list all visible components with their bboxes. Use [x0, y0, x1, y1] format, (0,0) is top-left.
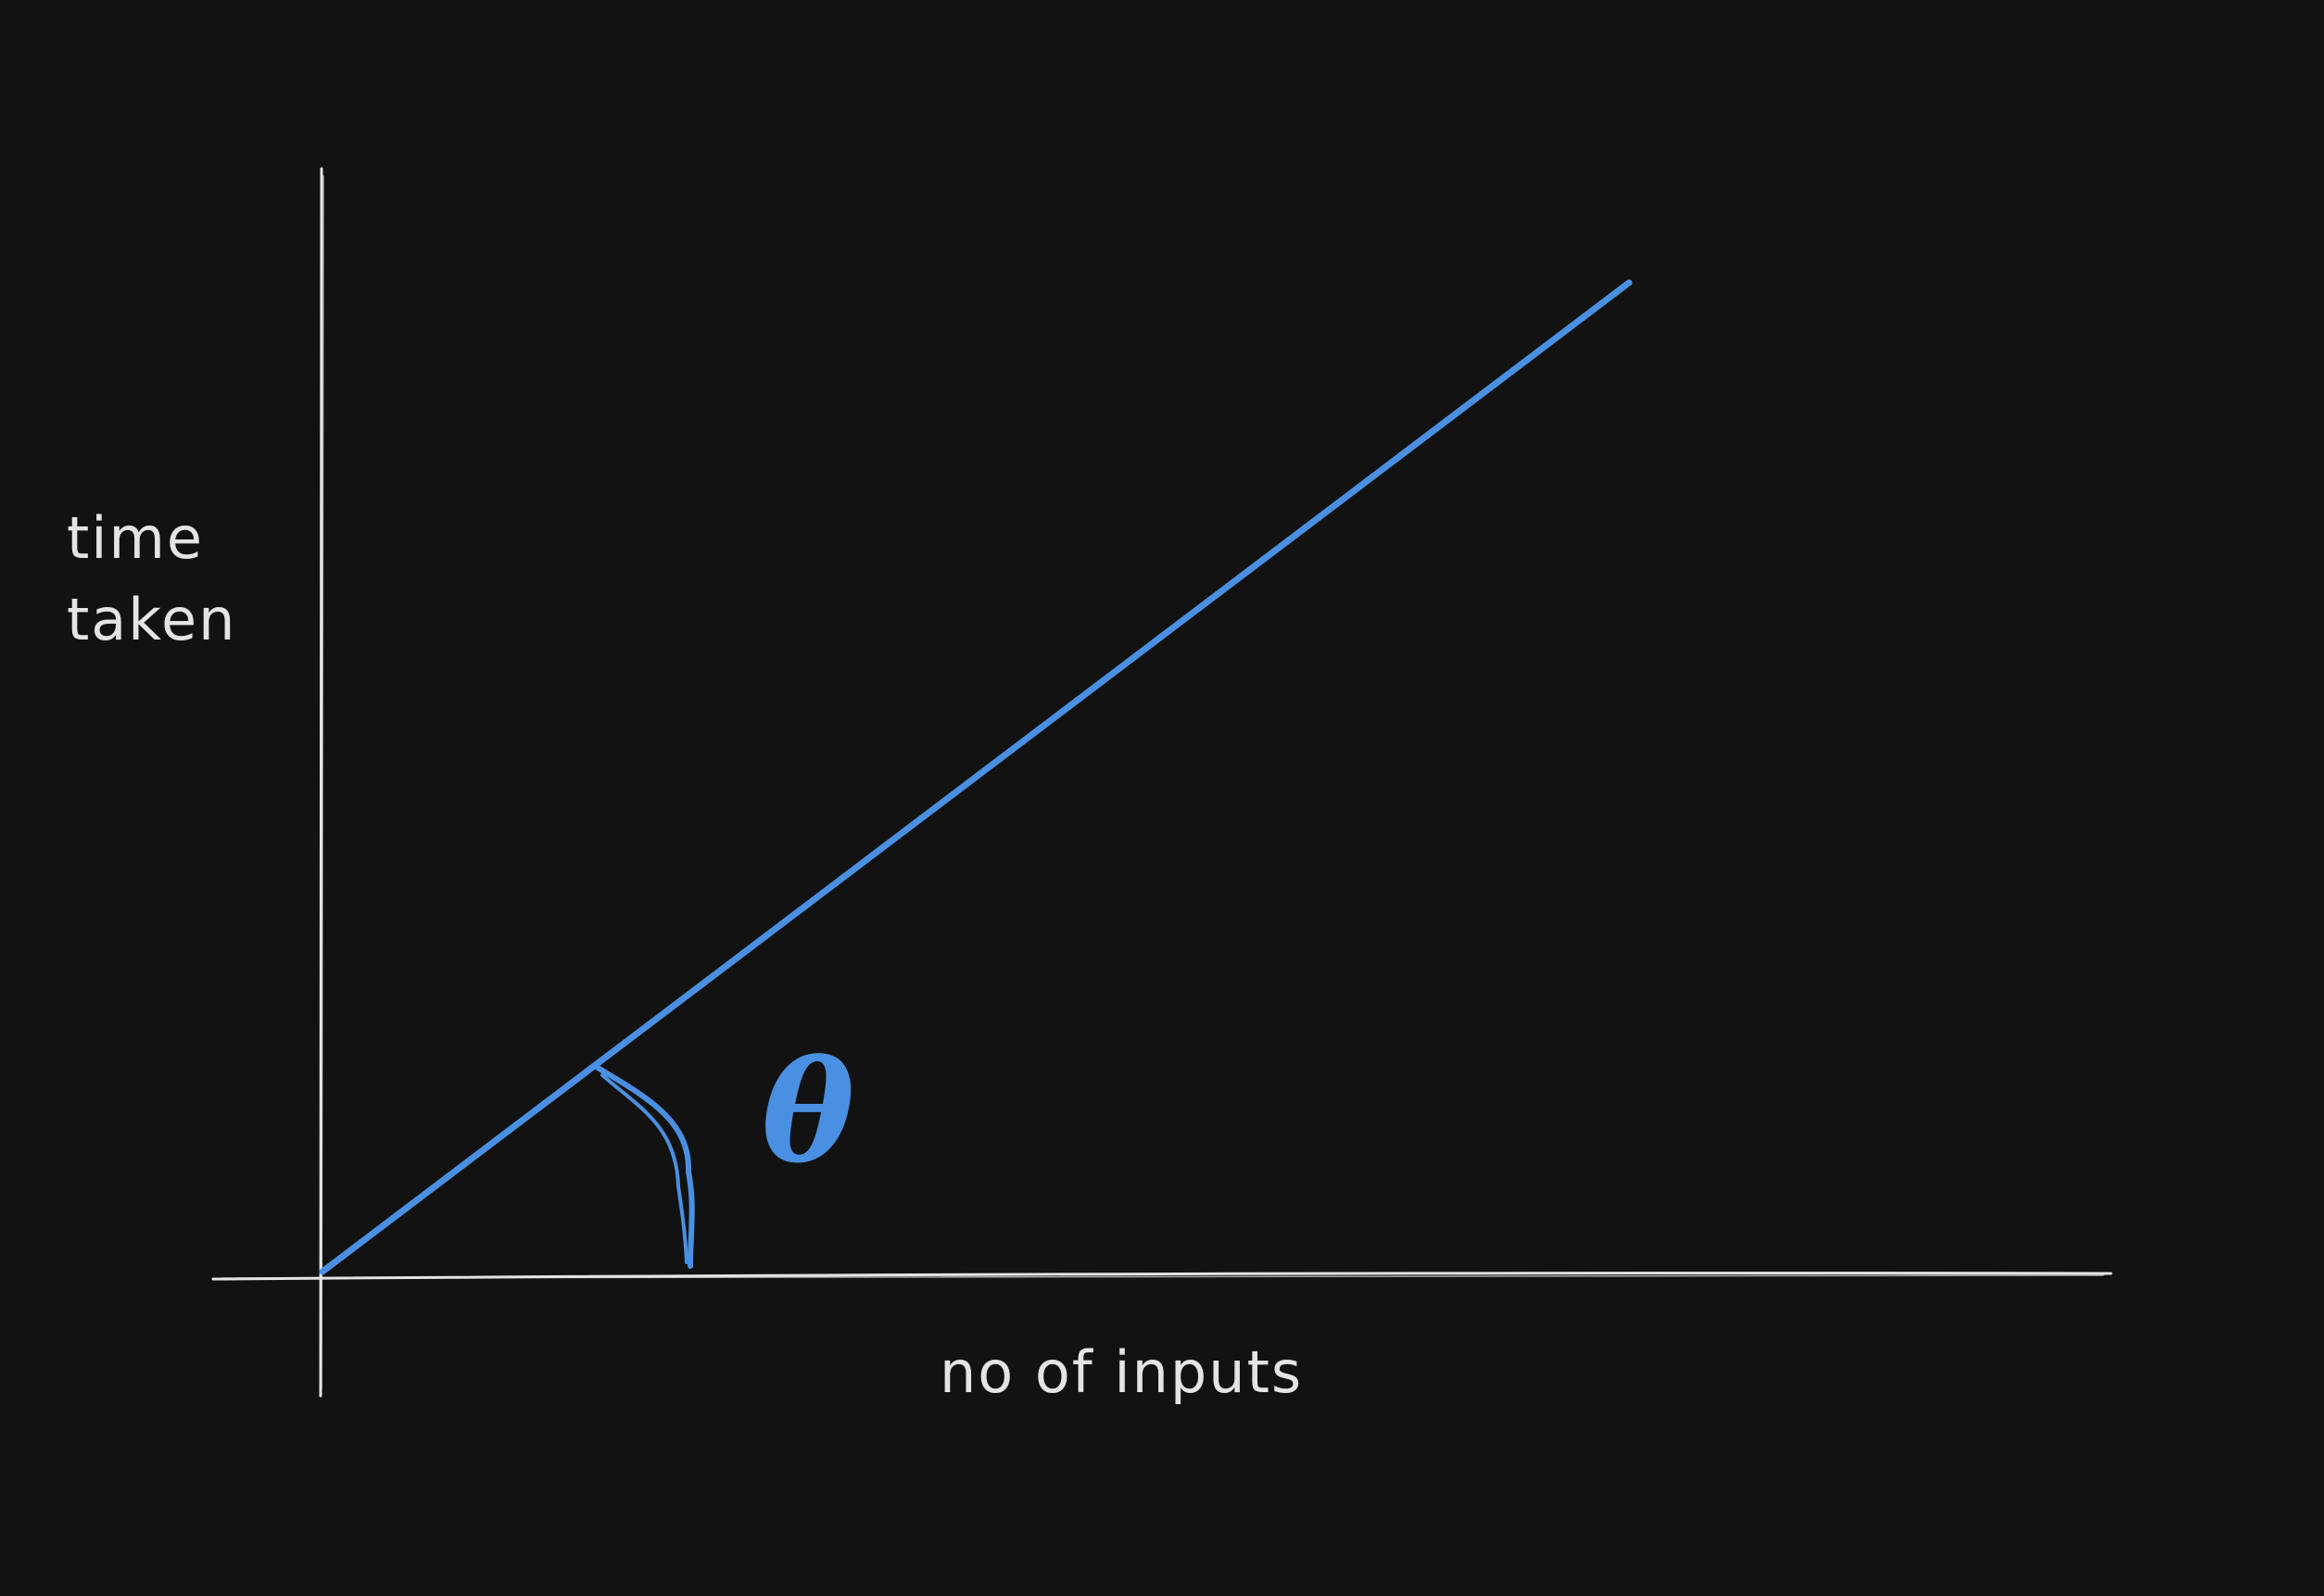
x-axis-label: no of inputs [940, 1338, 1303, 1406]
y-axis-label-line2: taken [67, 586, 236, 653]
linear-growth-line [319, 279, 1633, 1275]
y-axis [319, 167, 324, 1398]
angle-arc [595, 1065, 695, 1269]
y-axis-label-line1: time [67, 504, 204, 572]
angle-theta-label: θ [762, 1031, 854, 1194]
x-axis [211, 1272, 2113, 1281]
